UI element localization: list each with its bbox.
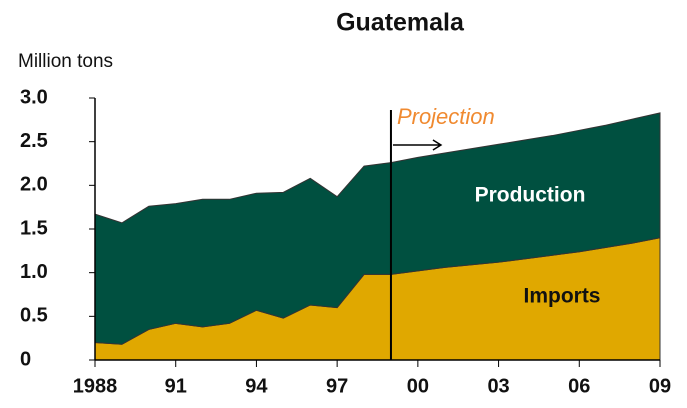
x-tick-label: 00 bbox=[407, 375, 429, 397]
arrow bbox=[392, 139, 443, 151]
x-tick-label: 06 bbox=[568, 375, 590, 397]
y-tick-label: 2.5 bbox=[20, 130, 48, 152]
x-tick-label: 1988 bbox=[73, 375, 118, 397]
y-tick-label: 0 bbox=[20, 348, 31, 370]
series-label: Imports bbox=[523, 285, 600, 308]
y-tick-label: 2.0 bbox=[20, 174, 48, 196]
series-label: Production bbox=[475, 184, 586, 207]
chart-title: Guatemala bbox=[336, 9, 465, 37]
area bbox=[94, 112, 661, 345]
y-tick-label: 1.0 bbox=[20, 261, 48, 283]
x-tick-label: 91 bbox=[165, 375, 187, 397]
annotation: Projection bbox=[397, 104, 495, 129]
x-tick-label: 09 bbox=[649, 375, 671, 397]
y-tick-label: 1.5 bbox=[20, 217, 48, 239]
x-tick-label: 03 bbox=[487, 375, 509, 397]
y-axis-label: Million tons bbox=[18, 51, 113, 72]
x-tick-label: 94 bbox=[245, 375, 268, 397]
y-tick-label: 0.5 bbox=[20, 305, 48, 327]
y-tick-label: 3.0 bbox=[20, 86, 48, 108]
x-tick-label: 97 bbox=[326, 375, 348, 397]
